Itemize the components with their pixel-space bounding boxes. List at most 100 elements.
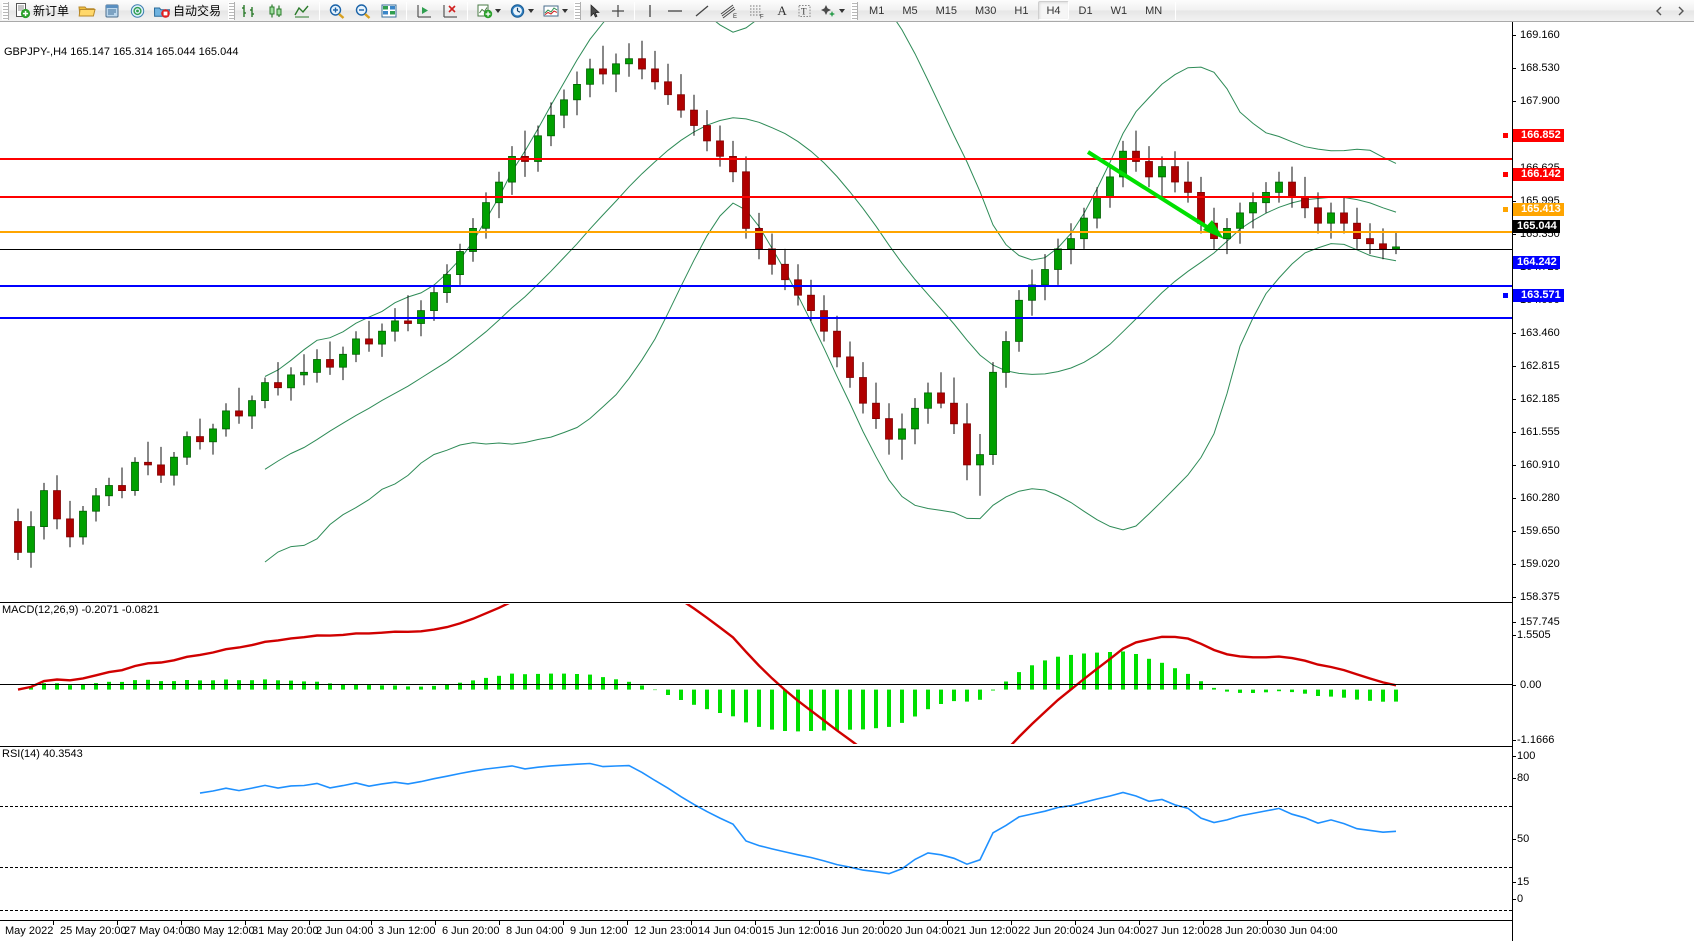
text-button[interactable]: A bbox=[772, 1, 792, 21]
time-tick-18: 27 Jun 12:00 bbox=[1139, 921, 1210, 937]
toolbar-grip-3[interactable] bbox=[574, 1, 582, 20]
price-flag-handle[interactable] bbox=[1502, 132, 1509, 139]
new-order-button[interactable]: 新订单 bbox=[12, 1, 73, 21]
timeframe-mn[interactable]: MN bbox=[1145, 4, 1163, 17]
horizontal-line-button[interactable] bbox=[662, 1, 688, 21]
price-flag-handle[interactable] bbox=[1502, 171, 1509, 178]
candlestick-icon bbox=[269, 4, 282, 17]
timeframe-m5[interactable]: M5 bbox=[902, 4, 918, 17]
price-flag-164-242[interactable]: 164.242 bbox=[1513, 256, 1560, 269]
equidistant-channel-button[interactable]: E bbox=[716, 1, 742, 21]
price-tick-12: 161.555 bbox=[1513, 427, 1694, 438]
cursor-button[interactable] bbox=[584, 1, 605, 21]
scroll-left-button[interactable] bbox=[1649, 1, 1669, 21]
rsi-tick-50: 50 bbox=[1513, 834, 1694, 845]
price-tick-11: 162.185 bbox=[1513, 394, 1694, 405]
level-line-164-242[interactable] bbox=[0, 285, 1512, 287]
data-grid-button[interactable] bbox=[377, 1, 401, 21]
time-tick-20: 30 Jun 04:00 bbox=[1267, 921, 1338, 937]
toolbar-grip-4[interactable] bbox=[851, 1, 859, 20]
data-grid-icon bbox=[381, 4, 397, 17]
chevron-down-icon-templates[interactable] bbox=[562, 8, 569, 13]
symbol-info-bar: GBPJPY-,H4 165.147 165.314 165.044 165.0… bbox=[2, 46, 241, 58]
timeframe-m1[interactable]: M1 bbox=[869, 4, 885, 17]
auto-trading-icon bbox=[154, 7, 171, 18]
toolbar-separator-2 bbox=[406, 1, 408, 20]
scroll-right-button[interactable] bbox=[1671, 1, 1691, 21]
rsi-series bbox=[199, 762, 1397, 875]
data-window-button[interactable] bbox=[101, 1, 124, 21]
level-line-166-142[interactable] bbox=[0, 196, 1512, 198]
rsi-tick-80: 80 bbox=[1513, 773, 1694, 784]
fibonacci-icon: F bbox=[750, 5, 764, 19]
price-flag-163-571[interactable]: 163.571 bbox=[1502, 289, 1564, 302]
price-plot-area[interactable]: MACD(12,26,9) -0.2071 -0.0821 RSI(14) 40… bbox=[0, 22, 1512, 920]
shapes-button[interactable] bbox=[817, 1, 848, 21]
price-tick-14: 160.280 bbox=[1513, 493, 1694, 504]
zoom-in-icon bbox=[329, 3, 345, 19]
crosshair-button[interactable] bbox=[607, 1, 629, 21]
navigator-button[interactable] bbox=[126, 1, 149, 21]
price-flag-handle[interactable] bbox=[1502, 206, 1509, 213]
auto-scroll-button[interactable] bbox=[412, 1, 436, 21]
price-tick-5: 165.995 bbox=[1513, 196, 1694, 207]
price-tick-1: 168.530 bbox=[1513, 63, 1694, 74]
price-flag-166-142[interactable]: 166.142 bbox=[1502, 168, 1564, 181]
trendline-button[interactable] bbox=[690, 1, 714, 21]
add-indicator-icon bbox=[477, 4, 493, 18]
zoom-in-button[interactable] bbox=[325, 1, 349, 21]
bar-chart-button[interactable] bbox=[238, 1, 262, 21]
chevron-down-icon-indicator[interactable] bbox=[495, 8, 502, 13]
level-line-163-571[interactable] bbox=[0, 317, 1512, 319]
price-flag-165-413[interactable]: 165.413 bbox=[1502, 203, 1564, 216]
text-label-button[interactable]: T bbox=[794, 1, 815, 21]
candlestick-button[interactable] bbox=[264, 1, 288, 21]
fibonacci-button[interactable]: F bbox=[744, 1, 770, 21]
chart-window[interactable]: GBPJPY-,H4 165.147 165.314 165.044 165.0… bbox=[0, 22, 1694, 941]
rsi-level-50 bbox=[0, 867, 1512, 868]
vertical-line-button[interactable] bbox=[640, 1, 660, 21]
price-tick-6: 165.350 bbox=[1513, 229, 1694, 240]
time-axis[interactable]: May 2022 25 May 20:00 27 May 04:00 30 Ma… bbox=[0, 920, 1512, 941]
chevron-down-icon-period[interactable] bbox=[528, 8, 535, 13]
chart-shift-button[interactable] bbox=[438, 1, 462, 21]
timeframe-d1[interactable]: D1 bbox=[1078, 4, 1093, 17]
templates-button[interactable] bbox=[539, 1, 571, 21]
price-tick-15: 159.650 bbox=[1513, 526, 1694, 537]
text-icon: A bbox=[777, 2, 787, 18]
time-tick-9: 9 Jun 12:00 bbox=[563, 921, 628, 937]
price-tick-16: 159.020 bbox=[1513, 559, 1694, 570]
timeframe-h1[interactable]: H1 bbox=[1014, 4, 1029, 17]
auto-trading-button[interactable]: 自动交易 bbox=[151, 1, 225, 21]
chevron-down-icon-shapes[interactable] bbox=[839, 8, 846, 13]
timeframe-h4[interactable]: H4 bbox=[1038, 1, 1069, 20]
text-label-icon: T bbox=[798, 4, 811, 17]
price-flag-handle[interactable] bbox=[1502, 292, 1509, 299]
toolbar-right-group bbox=[1648, 1, 1694, 21]
timeframe-w1[interactable]: W1 bbox=[1110, 4, 1128, 17]
level-line-165-413[interactable] bbox=[0, 231, 1512, 233]
period-button[interactable] bbox=[506, 1, 537, 21]
line-chart-button[interactable] bbox=[290, 1, 314, 21]
price-axis[interactable]: 169.160 168.530 167.900 167.255 166.625 … bbox=[1502, 22, 1694, 941]
timeframe-m15[interactable]: M15 bbox=[935, 4, 957, 17]
folder-button[interactable] bbox=[75, 1, 99, 21]
price-flag-166-852-label: 166.852 bbox=[1521, 129, 1561, 141]
downtrend-arrow[interactable] bbox=[0, 22, 1512, 597]
level-line-165-044-last-price bbox=[0, 249, 1512, 250]
add-indicator-button[interactable] bbox=[473, 1, 504, 21]
toolbar-separator-3 bbox=[467, 1, 469, 20]
level-line-166-852[interactable] bbox=[0, 158, 1512, 160]
price-flag-166-852[interactable]: 166.852 bbox=[1502, 129, 1564, 142]
price-tick-0: 169.160 bbox=[1513, 30, 1694, 41]
price-flag-165-044-last: 165.044 bbox=[1513, 220, 1560, 233]
macd-tick-bottom: -1.1666 bbox=[1513, 735, 1694, 746]
toolbar-grip[interactable] bbox=[2, 1, 9, 20]
svg-text:T: T bbox=[801, 6, 807, 16]
timeframe-m30[interactable]: M30 bbox=[975, 4, 997, 17]
time-tick-16: 22 Jun 20:00 bbox=[1011, 921, 1082, 937]
toolbar-separator-4 bbox=[634, 1, 636, 20]
toolbar-grip-2[interactable] bbox=[228, 1, 236, 20]
zoom-out-button[interactable] bbox=[351, 1, 375, 21]
shapes-icon bbox=[821, 4, 836, 17]
